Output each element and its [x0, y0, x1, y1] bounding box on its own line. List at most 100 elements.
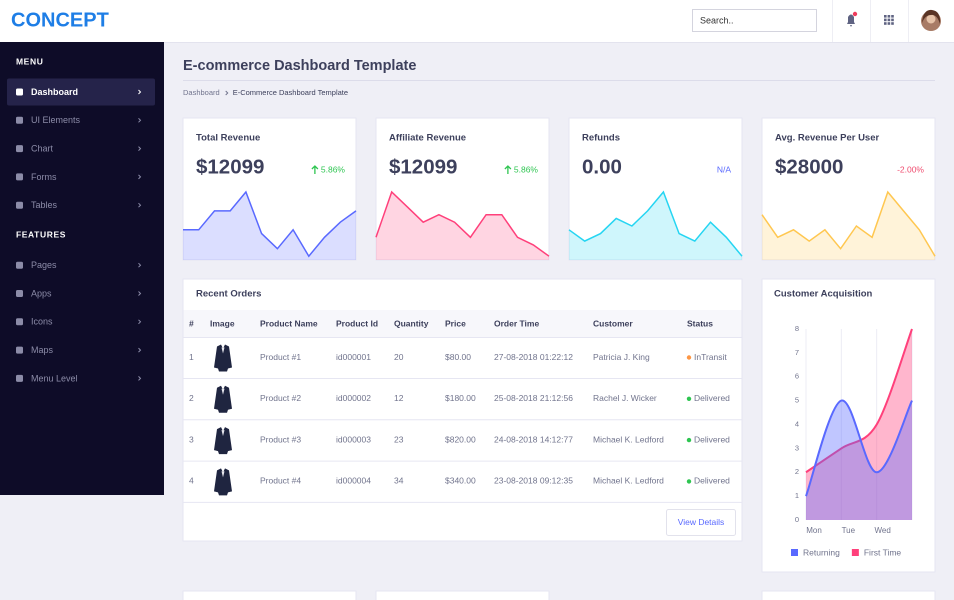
table-cell: 27-08-2018 01:22:12: [494, 352, 573, 362]
table-cell: Michael K. Ledford: [593, 476, 664, 486]
apps-icon[interactable]: [884, 18, 887, 22]
apps-icon[interactable]: [887, 18, 891, 22]
table-cell: Product #3: [260, 434, 301, 444]
apps-icon[interactable]: [887, 22, 891, 25]
trend-arrow: [311, 165, 319, 174]
table-cell: Rachel J. Wicker: [593, 393, 657, 403]
legend-label[interactable]: Returning: [803, 547, 840, 557]
series-line: [805, 399, 913, 497]
legend-swatch: [791, 549, 798, 556]
column-header: #: [189, 318, 194, 328]
product-image-shirt: [221, 347, 225, 354]
table-cell: 25-08-2018 21:12:56: [494, 393, 573, 403]
table-cell: $820.00: [445, 434, 476, 444]
x-tick-label: Mon: [806, 526, 822, 535]
card-title: Refunds: [582, 133, 620, 144]
sidebar-icon: [16, 346, 23, 354]
sidebar-item[interactable]: Forms: [31, 172, 57, 182]
sidebar-icon: [16, 88, 23, 96]
card-value: $12099: [196, 155, 264, 178]
avatar-hair: [922, 9, 941, 24]
y-tick-label: 6: [795, 372, 799, 381]
orders-title: Recent Orders: [196, 289, 261, 300]
sidebar-chevron: [138, 202, 142, 208]
sidebar-chevron: [138, 291, 142, 296]
orders-header: [183, 310, 742, 337]
table-cell: 24-08-2018 14:12:77: [494, 434, 573, 444]
sidebar-icon: [16, 201, 23, 209]
sidebar-item[interactable]: UI Elements: [31, 115, 81, 125]
sidebar-chevron: [138, 319, 142, 325]
logo[interactable]: CONCEPT: [11, 9, 109, 31]
sparkline: [761, 190, 936, 257]
table-cell: id000003: [336, 434, 371, 444]
series-area: [806, 400, 912, 520]
y-tick-label: 2: [795, 467, 799, 476]
sparkline: [568, 190, 743, 257]
apps-icon[interactable]: [891, 15, 894, 18]
card-value: $12099: [389, 155, 457, 178]
card-value: $28000: [775, 155, 843, 178]
sidebar-item[interactable]: Tables: [31, 200, 58, 210]
status-dot: [686, 355, 692, 360]
search-box[interactable]: [692, 9, 817, 32]
sidebar-section-title: MENU: [16, 56, 43, 66]
sidebar-chevron: [138, 117, 142, 123]
sidebar-chevron: [138, 146, 142, 151]
card-title: Affiliate Revenue: [389, 133, 466, 144]
table-cell: Michael K. Ledford: [593, 434, 664, 444]
table-cell: Product #4: [260, 476, 301, 486]
table-cell: id000004: [336, 476, 371, 486]
sidebar-icon: [16, 173, 23, 181]
sparkline-area: [376, 192, 549, 260]
apps-icon[interactable]: [884, 15, 887, 18]
page-title: E-commerce Dashboard Template: [183, 58, 416, 74]
bell-icon[interactable]: [847, 14, 855, 28]
status-dot: [686, 437, 692, 443]
sidebar-item[interactable]: Apps: [31, 288, 52, 298]
sidebar-item[interactable]: Pages: [31, 260, 57, 270]
table-cell: 4: [189, 476, 194, 486]
card-change: 5.86%: [321, 164, 346, 174]
card-title: Avg. Revenue Per User: [775, 133, 879, 144]
card-value: 0.00: [582, 155, 622, 178]
search-placeholder: Search..: [700, 15, 734, 25]
view-details-label: View Details: [678, 517, 725, 527]
chart-card: [761, 278, 936, 573]
sparkline-area: [183, 192, 356, 260]
view-details-button[interactable]: [666, 509, 736, 536]
chart-title: Customer Acquisition: [774, 289, 873, 300]
legend-label[interactable]: First Time: [864, 547, 902, 557]
series-line: [805, 328, 913, 474]
sparkline: [375, 190, 550, 257]
apps-icon[interactable]: [887, 15, 891, 18]
y-tick-label: 3: [795, 443, 799, 452]
y-tick-label: 7: [795, 348, 799, 357]
sparkline-area: [762, 192, 935, 260]
legend-swatch: [851, 549, 859, 556]
y-tick-label: 0: [795, 515, 799, 524]
table-cell: Patricia J. King: [593, 352, 650, 362]
breadcrumb-current: E-Commerce Dashboard Template: [233, 88, 348, 97]
apps-icon[interactable]: [884, 22, 887, 25]
sidebar-item[interactable]: Menu Level: [31, 373, 78, 383]
column-header: Order Time: [494, 318, 539, 328]
breadcrumb[interactable]: Dashboard: [183, 88, 220, 97]
status: InTransit: [694, 352, 727, 362]
sidebar-item[interactable]: Icons: [31, 317, 53, 327]
column-header: Price: [445, 318, 466, 328]
sidebar-item[interactable]: Dashboard: [31, 87, 78, 97]
apps-icon[interactable]: [891, 18, 894, 22]
apps-icon[interactable]: [891, 22, 894, 25]
series-area: [806, 329, 912, 520]
sidebar-item[interactable]: Chart: [31, 143, 54, 153]
status-dot: [686, 479, 692, 484]
metric-card: [568, 117, 743, 261]
sidebar-item[interactable]: Maps: [31, 345, 54, 355]
table-cell: 1: [189, 352, 194, 362]
sidebar-icon: [16, 290, 23, 297]
table-cell: $340.00: [445, 476, 476, 486]
product-image: [214, 344, 232, 372]
x-tick-label: Wed: [875, 526, 891, 535]
x-tick-label: Tue: [842, 526, 856, 535]
